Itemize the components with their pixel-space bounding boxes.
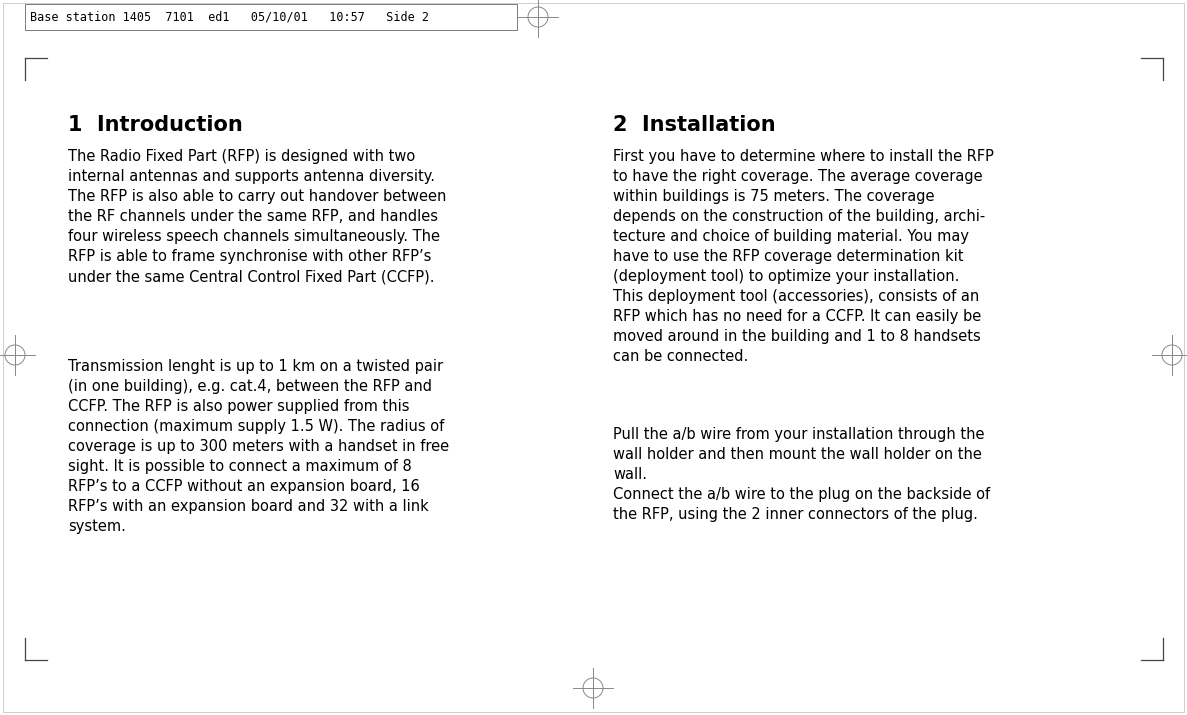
Text: Pull the a/b wire from your installation through the
wall holder and then mount : Pull the a/b wire from your installation… bbox=[612, 427, 990, 522]
Text: 2  Installation: 2 Installation bbox=[612, 115, 775, 135]
Text: Base station 1405  7101  ed1   05/10/01   10:57   Side 2: Base station 1405 7101 ed1 05/10/01 10:5… bbox=[30, 11, 429, 24]
Text: The Radio Fixed Part (RFP) is designed with two
internal antennas and supports a: The Radio Fixed Part (RFP) is designed w… bbox=[68, 149, 446, 285]
Text: First you have to determine where to install the RFP
to have the right coverage.: First you have to determine where to ins… bbox=[612, 149, 994, 365]
Text: Transmission lenght is up to 1 km on a twisted pair
(in one building), e.g. cat.: Transmission lenght is up to 1 km on a t… bbox=[68, 359, 449, 534]
Bar bbox=[25, 4, 518, 30]
Text: 1  Introduction: 1 Introduction bbox=[68, 115, 243, 135]
